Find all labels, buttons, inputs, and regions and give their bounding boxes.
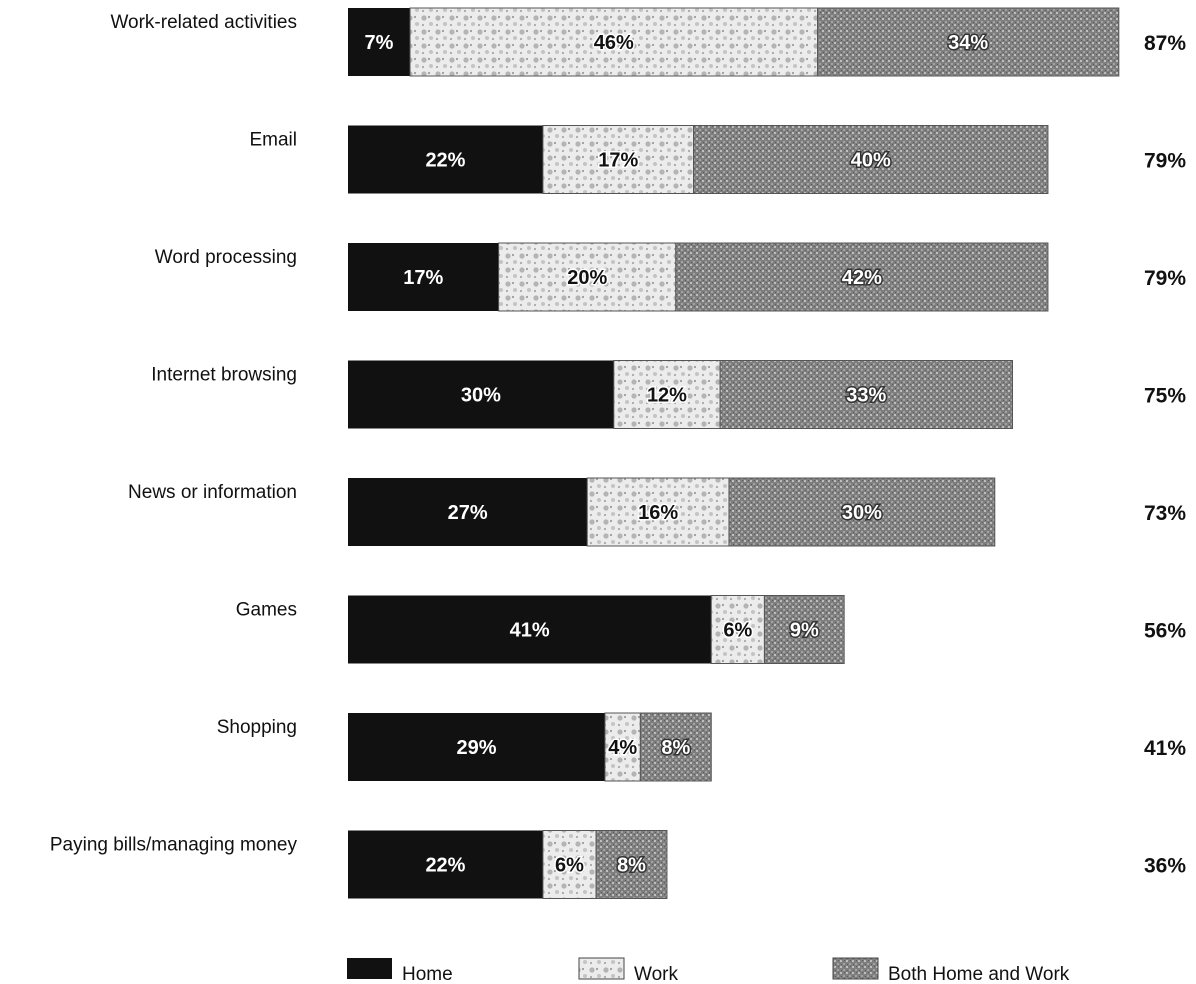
data-label: 8% — [661, 737, 690, 759]
bar-segment-home — [348, 125, 543, 194]
bar-segment-both-home-and-work — [675, 242, 1049, 312]
legend-item: Work — [578, 957, 678, 984]
data-label: 27% — [448, 502, 488, 524]
data-label: 42% — [842, 267, 882, 289]
bar-row: Internet browsing 30% 12% 33% 75% — [151, 360, 1186, 429]
data-label: 16% — [638, 502, 678, 524]
legend-swatch — [347, 958, 392, 979]
bar-segment-home — [348, 360, 614, 429]
data-label: 29% — [456, 737, 496, 759]
bar-row: Word processing 17% 20% 42% 79% — [155, 242, 1186, 312]
bar-segment-work — [498, 242, 677, 312]
data-label: 46% — [594, 32, 634, 54]
category-label: Internet browsing — [151, 365, 297, 386]
bar-row: Games 41% 6% 9% 56% — [236, 595, 1186, 664]
bar-segment-both-home-and-work — [763, 595, 845, 664]
bar-segment-work — [409, 7, 819, 77]
legend-label: Work — [634, 964, 678, 984]
bar-segment-home — [348, 595, 712, 664]
category-label: Games — [236, 600, 297, 621]
total-label: 36% — [1144, 855, 1186, 878]
total-label: 87% — [1144, 32, 1186, 55]
data-label: 30% — [461, 385, 501, 407]
legend-swatch — [578, 957, 625, 980]
bar-segment-work — [604, 712, 641, 782]
bar-row: Paying bills/managing money 22% 6% 8% 36% — [50, 830, 1186, 899]
total-label: 73% — [1144, 502, 1186, 525]
data-label: 22% — [425, 150, 465, 172]
legend-label: Home — [402, 964, 453, 984]
bar-segment-work — [542, 830, 597, 899]
total-label: 75% — [1144, 385, 1186, 408]
bar-segment-both-home-and-work — [693, 125, 1049, 194]
legend-item: Home — [347, 958, 453, 984]
legend-swatch — [832, 957, 879, 980]
bar-segment-both-home-and-work — [595, 830, 668, 899]
total-label: 79% — [1144, 150, 1186, 173]
category-label: Word processing — [155, 247, 297, 268]
bar-row: Work-related activities 7% 46% 34% 87% — [110, 7, 1186, 77]
category-label: Shopping — [217, 717, 297, 738]
bar-row: News or information 27% 16% 30% 73% — [128, 477, 1186, 547]
data-label: 4% — [608, 737, 637, 759]
bars-layer: Work-related activities 7% 46% 34% 87% Email 2… — [50, 7, 1186, 899]
data-label: 22% — [425, 855, 465, 877]
bar-segment-both-home-and-work — [728, 477, 996, 547]
bar-segment-both-home-and-work — [719, 360, 1013, 429]
data-label: 30% — [842, 502, 882, 524]
data-label: 33% — [846, 385, 886, 407]
bar-segment-work — [586, 477, 730, 547]
bar-row: Email 22% 17% 40% 79% — [249, 125, 1186, 194]
data-label: 8% — [617, 855, 646, 877]
data-label: 6% — [723, 620, 752, 642]
bar-row: Shopping 29% 4% 8% 41% — [217, 712, 1186, 782]
data-label: 34% — [948, 32, 988, 54]
bar-segment-home — [348, 713, 605, 781]
bar-segment-home — [348, 8, 411, 76]
category-label: Work-related activities — [110, 12, 297, 33]
bar-segment-home — [348, 478, 588, 546]
data-label: 17% — [598, 150, 638, 172]
data-label: 20% — [567, 267, 607, 289]
data-label: 17% — [403, 267, 443, 289]
bar-segment-home — [348, 243, 499, 311]
data-label: 41% — [510, 620, 550, 642]
data-label: 7% — [365, 32, 394, 54]
data-label: 6% — [555, 855, 584, 877]
total-label: 41% — [1144, 737, 1186, 760]
data-label: 40% — [851, 150, 891, 172]
legend: Home Work Both Home and Work — [347, 957, 1070, 984]
bar-segment-work — [613, 360, 721, 429]
legend-item: Both Home and Work — [832, 957, 1070, 984]
bar-segment-both-home-and-work — [639, 712, 712, 782]
total-label: 56% — [1144, 620, 1186, 643]
data-label: 12% — [647, 385, 687, 407]
category-label: Paying bills/managing money — [50, 835, 298, 856]
bar-segment-both-home-and-work — [817, 7, 1120, 77]
legend-label: Both Home and Work — [888, 964, 1070, 984]
data-label: 9% — [790, 620, 819, 642]
category-label: News or information — [128, 482, 297, 503]
total-label: 79% — [1144, 267, 1186, 290]
category-label: Email — [249, 130, 297, 151]
bar-segment-home — [348, 830, 543, 899]
